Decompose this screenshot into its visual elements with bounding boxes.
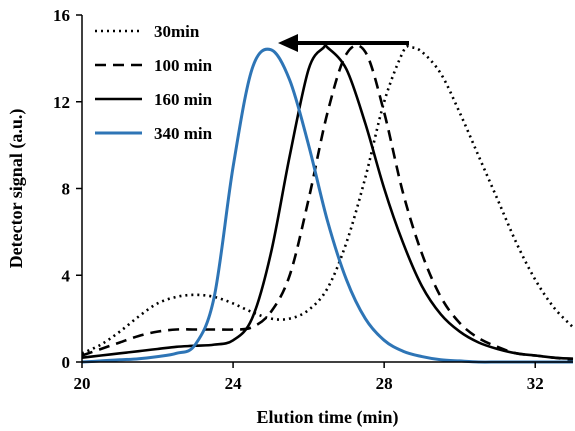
shift-arrow-head [278, 34, 298, 52]
y-tick-label: 4 [62, 266, 71, 285]
y-tick-label: 16 [53, 6, 70, 25]
x-axis-title: Elution time (min) [257, 407, 399, 428]
axes: 20 24 28 32 0 4 8 12 16 [53, 6, 573, 393]
y-tick-label: 0 [62, 353, 71, 372]
x-tick-label: 24 [225, 374, 243, 393]
legend-label-4: 340 min [154, 124, 213, 143]
y-tick-label: 8 [62, 180, 71, 199]
legend-label-2: 100 min [154, 56, 213, 75]
x-tick-label: 20 [74, 374, 91, 393]
y-axis-title: Detector signal (a.u.) [6, 109, 27, 269]
annotation [278, 34, 409, 52]
x-tick-label: 32 [527, 374, 544, 393]
legend-label-1: 30min [154, 22, 200, 41]
series-line-2 [81, 44, 574, 362]
y-tick-label: 12 [53, 93, 70, 112]
legend-label-3: 160 min [154, 90, 213, 109]
legend: 30min 100 min 160 min 340 min [95, 22, 213, 143]
series-line-3 [81, 43, 574, 360]
x-tick-label: 28 [376, 374, 393, 393]
